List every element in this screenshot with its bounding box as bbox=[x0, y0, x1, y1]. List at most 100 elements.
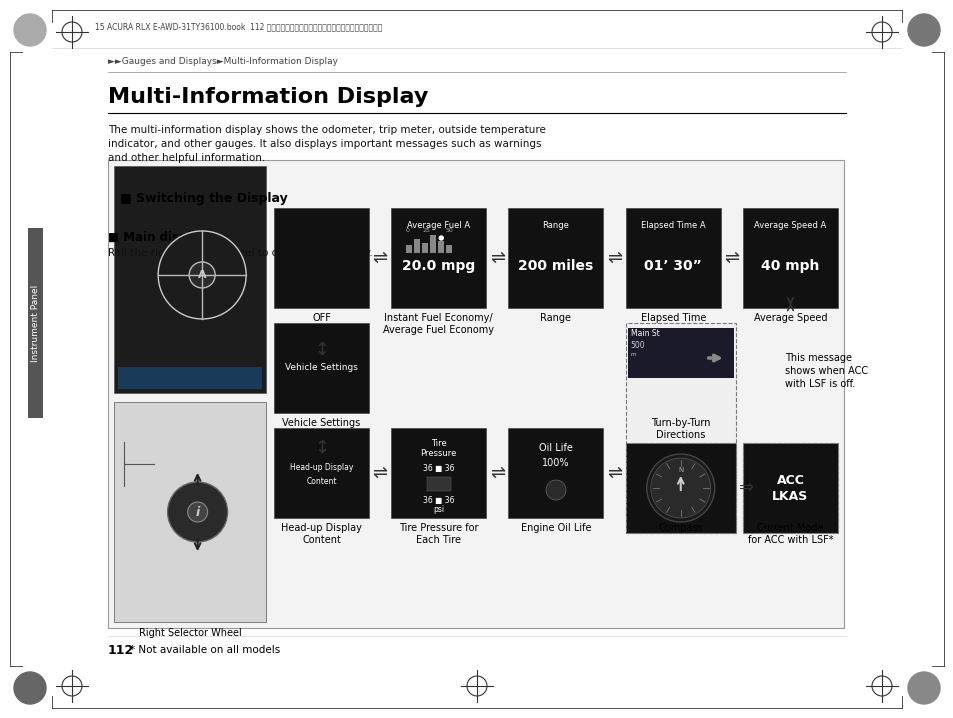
Text: with LSF is off.: with LSF is off. bbox=[784, 379, 855, 389]
Text: m: m bbox=[630, 353, 636, 358]
Text: Average Fuel A: Average Fuel A bbox=[407, 221, 470, 230]
Text: Content: Content bbox=[306, 477, 336, 485]
Circle shape bbox=[189, 262, 215, 288]
Text: shows when ACC: shows when ACC bbox=[784, 366, 868, 376]
Text: ►►Gauges and Displays►Multi-Information Display: ►►Gauges and Displays►Multi-Information … bbox=[108, 57, 337, 67]
Text: Right Selector Wheel: Right Selector Wheel bbox=[138, 628, 241, 638]
Circle shape bbox=[158, 231, 246, 319]
Bar bbox=[422, 243, 428, 253]
Bar bbox=[446, 245, 452, 253]
Bar bbox=[508, 208, 603, 308]
Text: Average Fuel Economy: Average Fuel Economy bbox=[383, 325, 494, 335]
Text: Elapsed Time: Elapsed Time bbox=[639, 313, 705, 323]
Circle shape bbox=[438, 236, 443, 240]
Bar bbox=[118, 367, 262, 389]
Text: Turn-by-Turn: Turn-by-Turn bbox=[650, 418, 710, 428]
Text: ⇌: ⇌ bbox=[606, 249, 621, 267]
Circle shape bbox=[188, 502, 208, 522]
Text: Vehicle Settings: Vehicle Settings bbox=[282, 418, 360, 428]
Bar bbox=[426, 477, 450, 491]
Text: ⇌: ⇌ bbox=[606, 464, 621, 482]
Text: LKAS: LKAS bbox=[772, 490, 808, 503]
Circle shape bbox=[650, 458, 710, 518]
Bar bbox=[406, 245, 412, 253]
Circle shape bbox=[14, 672, 46, 704]
Bar bbox=[274, 428, 369, 518]
Text: ⇌: ⇌ bbox=[373, 464, 387, 482]
Text: Each Tire: Each Tire bbox=[416, 535, 460, 545]
Text: ■ Switching the Display: ■ Switching the Display bbox=[120, 192, 288, 205]
Text: Roll the right selector wheel to change the display.: Roll the right selector wheel to change … bbox=[108, 248, 373, 258]
Text: for ACC with LSF*: for ACC with LSF* bbox=[747, 535, 832, 545]
Text: Current Mode: Current Mode bbox=[757, 523, 822, 533]
Text: ⇌: ⇌ bbox=[489, 249, 504, 267]
Text: Range: Range bbox=[540, 313, 571, 323]
Text: Oil Life: Oil Life bbox=[538, 443, 573, 453]
Bar bbox=[625, 323, 735, 533]
Circle shape bbox=[545, 480, 565, 500]
Text: Tire: Tire bbox=[431, 439, 446, 447]
Text: A: A bbox=[197, 270, 206, 280]
Text: Pressure: Pressure bbox=[420, 449, 456, 457]
Text: Elapsed Time A: Elapsed Time A bbox=[640, 221, 705, 230]
Bar bbox=[391, 208, 486, 308]
Bar bbox=[274, 208, 369, 308]
Text: ↕: ↕ bbox=[314, 439, 329, 457]
Text: Average Speed: Average Speed bbox=[753, 313, 826, 323]
Text: 20.0 mpg: 20.0 mpg bbox=[402, 259, 475, 273]
Bar bbox=[625, 443, 735, 533]
Text: 200 miles: 200 miles bbox=[517, 259, 593, 273]
Text: Average Speed A: Average Speed A bbox=[754, 221, 825, 230]
Text: 36 ■ 36: 36 ■ 36 bbox=[422, 497, 454, 505]
Text: Directions: Directions bbox=[656, 430, 704, 440]
Bar bbox=[437, 241, 444, 253]
Circle shape bbox=[168, 482, 228, 542]
Text: Vehicle Settings: Vehicle Settings bbox=[285, 363, 357, 373]
Text: 25: 25 bbox=[422, 228, 430, 233]
Bar bbox=[414, 239, 420, 253]
Bar bbox=[742, 443, 837, 533]
Circle shape bbox=[646, 454, 714, 522]
Text: Instrument Panel: Instrument Panel bbox=[30, 284, 40, 362]
Circle shape bbox=[14, 14, 46, 46]
Text: Tire Pressure for: Tire Pressure for bbox=[398, 523, 478, 533]
Bar bbox=[274, 323, 369, 413]
Text: This message: This message bbox=[784, 353, 852, 363]
Text: ■ Main displays: ■ Main displays bbox=[108, 230, 213, 243]
Text: 100%: 100% bbox=[541, 458, 569, 468]
Text: ⇒: ⇒ bbox=[739, 479, 754, 497]
Text: Head-up Display: Head-up Display bbox=[290, 464, 353, 472]
Text: i: i bbox=[195, 505, 199, 518]
Bar bbox=[108, 160, 843, 628]
Text: 15 ACURA RLX E-AWD-31TY36100.book  112 ページ　２０１４年８月６日　水曜日　午後１時５９分: 15 ACURA RLX E-AWD-31TY36100.book 112 ペー… bbox=[95, 22, 382, 32]
Text: Compass: Compass bbox=[658, 523, 702, 533]
Text: Head-up Display: Head-up Display bbox=[281, 523, 361, 533]
Bar bbox=[113, 166, 266, 393]
Text: ⇌: ⇌ bbox=[723, 249, 739, 267]
Bar bbox=[113, 402, 266, 622]
Text: ⇌: ⇌ bbox=[489, 464, 504, 482]
Text: 40 mph: 40 mph bbox=[760, 259, 819, 273]
Text: and other helpful information.: and other helpful information. bbox=[108, 153, 265, 163]
Text: Multi-Information Display: Multi-Information Display bbox=[108, 87, 428, 107]
Bar bbox=[391, 428, 486, 518]
Text: Content: Content bbox=[302, 535, 340, 545]
Text: ACC: ACC bbox=[776, 473, 803, 487]
Text: Engine Oil Life: Engine Oil Life bbox=[520, 523, 591, 533]
Circle shape bbox=[907, 14, 939, 46]
Bar bbox=[28, 228, 43, 418]
Text: indicator, and other gauges. It also displays important messages such as warning: indicator, and other gauges. It also dis… bbox=[108, 139, 541, 149]
Text: 112: 112 bbox=[108, 643, 134, 656]
Text: ⇌: ⇌ bbox=[373, 249, 387, 267]
Text: 0: 0 bbox=[405, 228, 409, 233]
Text: 50: 50 bbox=[445, 228, 453, 233]
Text: OFF: OFF bbox=[312, 313, 331, 323]
Bar bbox=[508, 428, 603, 518]
Bar bbox=[625, 208, 720, 308]
Text: psi: psi bbox=[433, 505, 444, 515]
Text: Instant Fuel Economy/: Instant Fuel Economy/ bbox=[384, 313, 493, 323]
Bar bbox=[627, 328, 733, 378]
Text: * Not available on all models: * Not available on all models bbox=[130, 645, 280, 655]
Text: Main St: Main St bbox=[630, 329, 659, 337]
Bar bbox=[430, 235, 436, 253]
